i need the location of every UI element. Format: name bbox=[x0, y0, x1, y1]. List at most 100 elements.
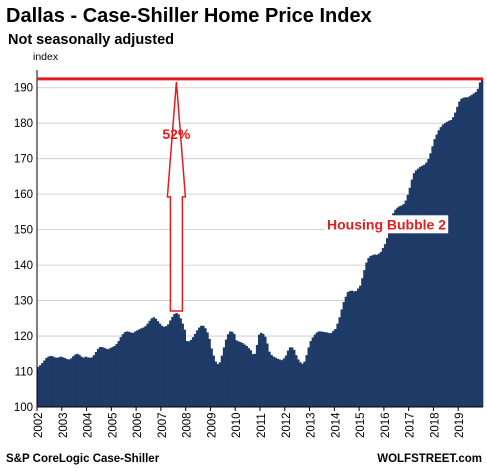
bar bbox=[173, 314, 176, 407]
x-tick-label: 2009 bbox=[206, 412, 218, 438]
bar bbox=[414, 170, 418, 407]
bar bbox=[474, 91, 478, 408]
bar bbox=[295, 355, 298, 407]
bar bbox=[214, 361, 217, 407]
x-tick-label: 2011 bbox=[256, 413, 268, 438]
bar bbox=[208, 338, 211, 407]
bar bbox=[262, 333, 265, 407]
bar bbox=[354, 291, 358, 407]
y-tick-label: 190 bbox=[14, 83, 33, 95]
bar bbox=[115, 343, 118, 407]
bar bbox=[363, 270, 366, 407]
x-tick-label: 2019 bbox=[454, 412, 466, 438]
bubble-label-bg bbox=[325, 215, 449, 234]
bar bbox=[222, 347, 226, 407]
bar bbox=[458, 101, 461, 407]
bar bbox=[460, 98, 463, 407]
bar bbox=[86, 357, 89, 407]
x-tick-label: 2013 bbox=[306, 412, 318, 438]
bar bbox=[233, 333, 236, 407]
bar bbox=[179, 318, 182, 407]
bar bbox=[175, 312, 178, 407]
bar bbox=[65, 359, 69, 407]
bar bbox=[253, 353, 257, 407]
bar bbox=[303, 361, 306, 407]
bar bbox=[309, 341, 312, 407]
bar bbox=[276, 358, 279, 407]
bar bbox=[293, 349, 296, 407]
bar bbox=[272, 356, 275, 407]
bar bbox=[47, 356, 50, 407]
bar bbox=[404, 200, 407, 407]
bar bbox=[278, 359, 281, 407]
bar bbox=[394, 209, 397, 407]
bar bbox=[220, 355, 224, 407]
x-tick-label: 2006 bbox=[132, 412, 144, 438]
bar bbox=[158, 323, 162, 407]
bar bbox=[216, 364, 220, 407]
bar bbox=[140, 328, 143, 407]
bar bbox=[330, 332, 333, 407]
bar bbox=[165, 326, 168, 407]
bar bbox=[377, 253, 381, 407]
bar bbox=[264, 336, 267, 407]
y-tick-label: 180 bbox=[14, 118, 33, 130]
bar bbox=[160, 325, 164, 407]
bar bbox=[125, 331, 129, 407]
bar bbox=[123, 332, 127, 407]
x-tick-label: 2017 bbox=[405, 412, 417, 438]
bar bbox=[90, 357, 94, 407]
bar bbox=[57, 357, 61, 407]
bar bbox=[185, 341, 189, 407]
bar bbox=[245, 345, 248, 407]
bar bbox=[445, 121, 449, 407]
bar bbox=[468, 96, 471, 407]
percent-annotation: 52% bbox=[162, 126, 191, 142]
bar bbox=[171, 316, 174, 407]
bar bbox=[286, 350, 290, 407]
bar bbox=[375, 254, 379, 407]
bar bbox=[371, 255, 374, 407]
bar bbox=[297, 359, 300, 407]
bar bbox=[59, 356, 63, 407]
bar bbox=[162, 326, 166, 407]
bar bbox=[280, 360, 284, 407]
y-tick-labels: 100 110 120 130 140 150 160 170 180 190 bbox=[14, 83, 33, 414]
bar bbox=[324, 332, 327, 407]
bar bbox=[138, 329, 141, 407]
bar bbox=[187, 341, 191, 407]
bar bbox=[148, 320, 151, 407]
bar bbox=[117, 341, 120, 407]
bar bbox=[313, 334, 317, 407]
bar bbox=[425, 162, 428, 407]
bar bbox=[328, 333, 331, 407]
bar bbox=[429, 153, 432, 407]
bar bbox=[311, 337, 315, 407]
bar bbox=[103, 347, 106, 407]
x-tick-label: 2018 bbox=[429, 412, 441, 438]
bar bbox=[70, 358, 73, 407]
x-tick-label: 2008 bbox=[182, 412, 194, 438]
bar bbox=[249, 350, 253, 407]
bar bbox=[218, 362, 222, 407]
bar bbox=[189, 339, 193, 407]
bar bbox=[346, 292, 350, 407]
bar bbox=[423, 164, 426, 407]
bar bbox=[317, 331, 321, 407]
bar bbox=[229, 331, 232, 407]
bar bbox=[319, 331, 323, 407]
bar bbox=[74, 354, 77, 407]
chart-title: Dallas - Case-Shiller Home Price Index bbox=[6, 5, 372, 27]
x-tick-label: 2004 bbox=[83, 412, 95, 438]
bar bbox=[167, 324, 170, 407]
bar bbox=[284, 355, 288, 407]
bar bbox=[247, 348, 251, 407]
bar bbox=[470, 94, 474, 407]
bar bbox=[119, 337, 122, 407]
chart-subtitle: Not seasonally adjusted bbox=[8, 32, 174, 48]
bar bbox=[400, 205, 403, 407]
bar bbox=[195, 330, 199, 407]
bar bbox=[78, 354, 81, 407]
bar bbox=[96, 348, 100, 407]
up-arrow bbox=[166, 81, 187, 312]
